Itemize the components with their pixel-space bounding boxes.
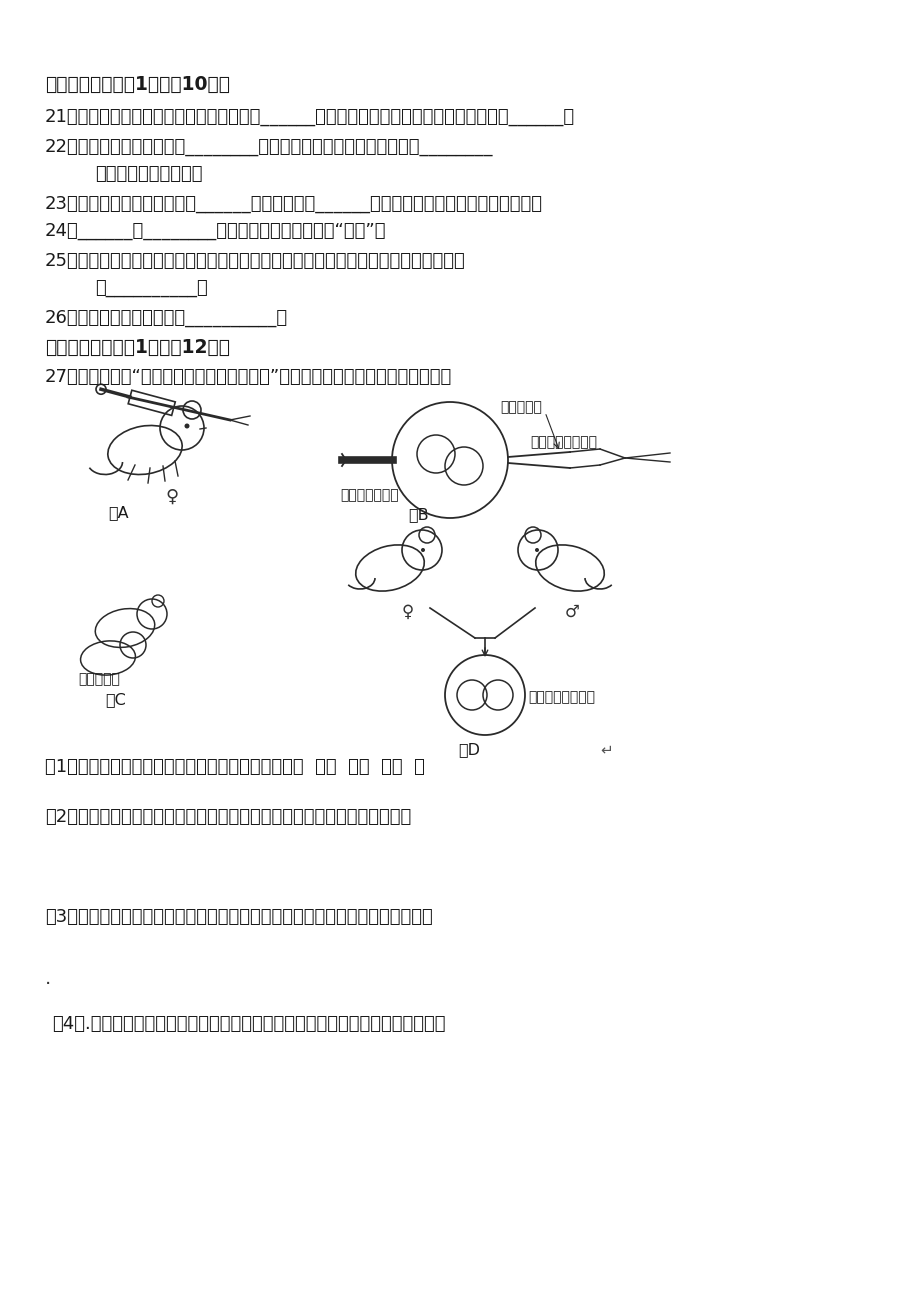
- Text: 三、识图题（每空1分，共12分）: 三、识图题（每空1分，共12分）: [45, 339, 230, 357]
- Text: 22、生物的各种性状都是由________控制的。性状的实质上是亲代通过________: 22、生物的各种性状都是由________控制的。性状的实质上是亲代通过____…: [45, 138, 493, 156]
- Text: （3）．这个实验的结果是小鼠变成了大鼠，这说明性状和基因之间是什么关系？: （3）．这个实验的结果是小鼠变成了大鼠，这说明性状和基因之间是什么关系？: [45, 907, 432, 926]
- Circle shape: [535, 548, 539, 552]
- Text: （4）.由此推论，在生物传种接代过程中，传下去的是性状还是控制性状的基因？: （4）.由此推论，在生物传种接代过程中，传下去的是性状还是控制性状的基因？: [52, 1016, 445, 1032]
- Text: 图C: 图C: [105, 691, 126, 707]
- Text: 大鼠生长激素基因: 大鼠生长激素基因: [529, 435, 596, 449]
- Text: ·: ·: [45, 975, 51, 993]
- Text: 图D: 图D: [458, 742, 480, 756]
- Text: ♂: ♂: [564, 603, 579, 621]
- Text: 固定细胞的吸管: 固定细胞的吸管: [340, 488, 398, 503]
- Text: 核未融合的受精卵: 核未融合的受精卵: [528, 690, 595, 704]
- Text: 21、由受精卵发育成新个体的生殖方式属于______，由母体直接产生新个体的生殖方式属于______。: 21、由受精卵发育成新个体的生殖方式属于______，由母体直接产生新个体的生殖…: [45, 108, 574, 126]
- Text: 图A: 图A: [108, 505, 129, 519]
- Text: 二、填空题（每空1分，共10分）: 二、填空题（每空1分，共10分）: [45, 76, 230, 94]
- Text: 25、自然界中的生物，通过激烈的生存斗争，适应着生存下来。不适应着被淘汰，这就: 25、自然界中的生物，通过激烈的生存斗争，适应着生存下来。不适应着被淘汰，这就: [45, 253, 465, 270]
- Text: 把基因传递给了子代。: 把基因传递给了子代。: [95, 165, 202, 184]
- Text: （2）．在上图中，被研究的性状是什么？控制这个性状的基因是什么基因？: （2）．在上图中，被研究的性状是什么？控制这个性状的基因是什么基因？: [45, 809, 411, 825]
- Text: 生出的幼鼠: 生出的幼鼠: [78, 672, 119, 686]
- Text: （1）．请把上述图片的序号按正确顺序排列起来：（  ）（  ）（  ）（  ）: （1）．请把上述图片的序号按正确顺序排列起来：（ ）（ ）（ ）（ ）: [45, 758, 425, 776]
- Text: 图B: 图B: [407, 506, 428, 522]
- Text: 23、基因主要位于细胞核内的______上，染色体是______存在的，所以基因也是成对存在的。: 23、基因主要位于细胞核内的______上，染色体是______存在的，所以基因…: [45, 195, 542, 214]
- Circle shape: [185, 423, 189, 428]
- Text: 显微注射器: 显微注射器: [499, 400, 541, 414]
- Text: ♀: ♀: [165, 488, 178, 506]
- Text: 是__________。: 是__________。: [95, 279, 208, 297]
- Text: 24、______和________是基因在亲子间的传递的“桥梁”。: 24、______和________是基因在亲子间的传递的“桥梁”。: [45, 223, 386, 240]
- Text: 26、人类生男生女的机会是__________。: 26、人类生男生女的机会是__________。: [45, 309, 288, 327]
- Text: 27、下列各图是“显微注射获得转基因超级鼠”示意图，分析图片后回答下列各问。: 27、下列各图是“显微注射获得转基因超级鼠”示意图，分析图片后回答下列各问。: [45, 368, 452, 385]
- Text: ↵: ↵: [599, 742, 612, 756]
- Circle shape: [421, 548, 425, 552]
- Text: ♀: ♀: [402, 603, 414, 621]
